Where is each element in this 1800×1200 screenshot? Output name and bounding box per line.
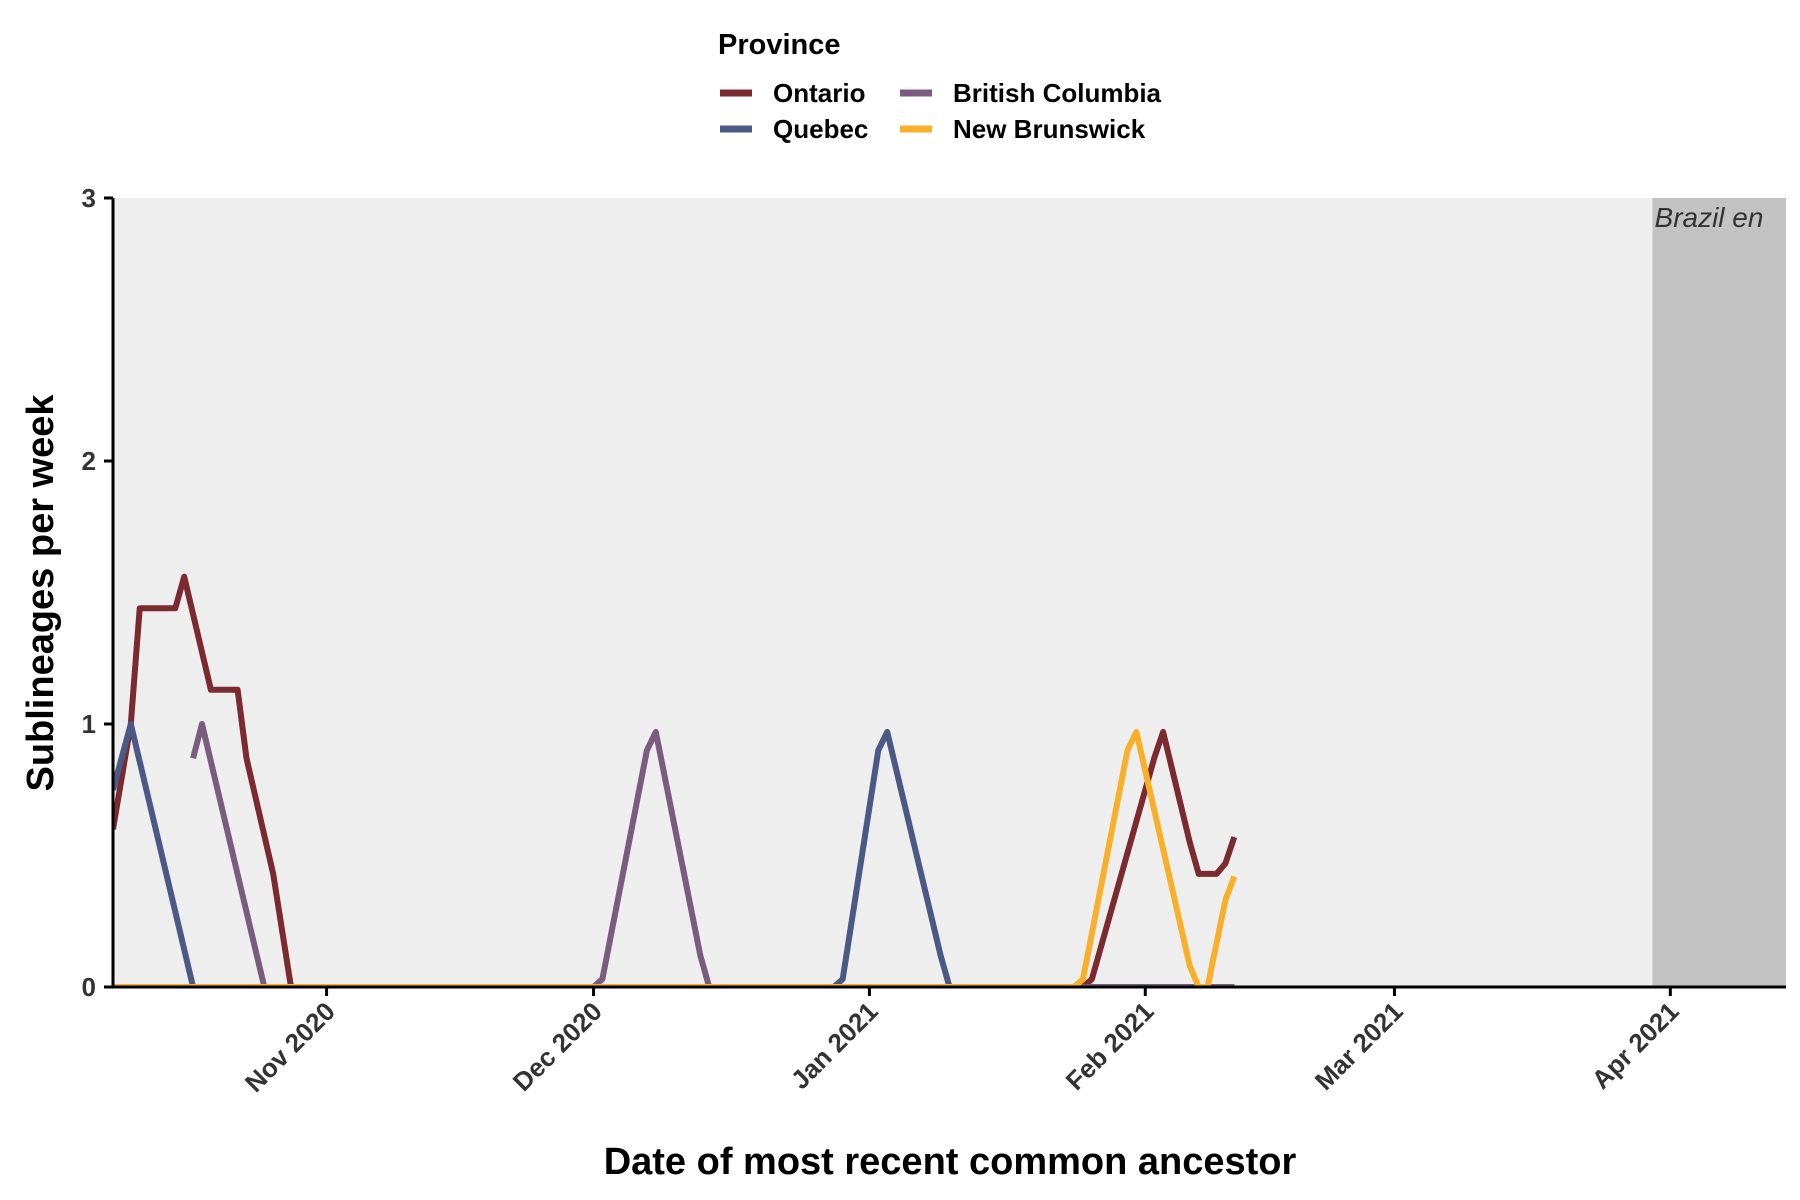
x-tick-label: Nov 2020 <box>239 996 341 1098</box>
y-tick-label: 0 <box>82 972 96 1002</box>
x-tick-label: Feb 2021 <box>1060 996 1160 1096</box>
series-line-british-columbia <box>190 721 1235 987</box>
series-line-new-brunswick <box>113 728 1238 987</box>
series-line-ontario <box>113 573 1238 987</box>
annotation-label: Brazil en <box>1655 202 1764 233</box>
shaded-region <box>1652 198 1786 987</box>
y-axis-title: Sublineages per week <box>20 394 62 792</box>
x-tick-label: Mar 2021 <box>1309 996 1409 1096</box>
legend-label: British Columbia <box>953 78 1162 108</box>
x-tick-label: Jan 2021 <box>785 996 884 1095</box>
legend-title: Province <box>718 29 841 61</box>
y-tick-label: 2 <box>82 446 96 476</box>
x-tick-label: Apr 2021 <box>1586 996 1685 1095</box>
plot-panel <box>113 198 1786 987</box>
y-tick-label: 3 <box>82 183 96 213</box>
y-tick-label: 1 <box>82 709 96 739</box>
legend-label: Quebec <box>773 114 868 144</box>
x-axis-title: Date of most recent common ancestor <box>604 1141 1297 1183</box>
legend-label: New Brunswick <box>953 114 1146 144</box>
legend: Province Ontario Quebec British Columbia Ne… <box>718 29 1162 144</box>
x-tick-label: Dec 2020 <box>507 996 608 1097</box>
legend-label: Ontario <box>773 78 865 108</box>
series-line-quebec <box>113 721 1235 987</box>
